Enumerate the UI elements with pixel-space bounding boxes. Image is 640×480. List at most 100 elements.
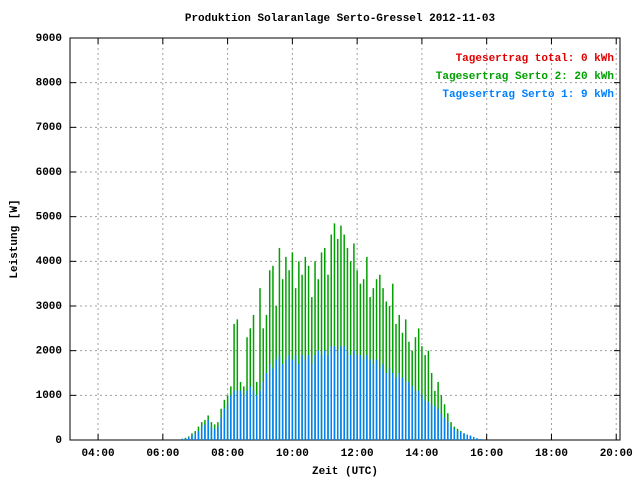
impulse-bar: [372, 364, 375, 440]
impulse-bar: [249, 328, 252, 440]
annotation: Tagesertrag total: 0 kWh: [456, 53, 614, 65]
y-tick-label: 7000: [36, 122, 62, 134]
impulse-bar: [246, 337, 248, 440]
impulse-bar: [298, 364, 300, 440]
impulse-bar: [184, 438, 187, 440]
x-tick-label: 18:00: [535, 448, 568, 460]
impulse-bar: [278, 247, 281, 440]
impulse-bar: [430, 404, 433, 440]
impulse-bar: [259, 390, 261, 440]
impulse-bar: [200, 426, 203, 440]
y-tick-label: 1000: [36, 390, 62, 402]
impulse-bar: [392, 283, 394, 440]
impulse-bar: [421, 346, 423, 440]
impulse-bar: [424, 399, 426, 440]
x-tick-label: 12:00: [341, 448, 374, 460]
impulse-bar: [314, 261, 316, 440]
impulse-bar: [366, 355, 368, 440]
plot-frame: [69, 37, 621, 441]
y-axis-label: Leistung [W]: [9, 199, 21, 278]
impulse-bar: [307, 355, 310, 440]
chart-title: Produktion Solaranlage Serto-Gressel 201…: [185, 13, 496, 25]
impulse-bar: [375, 359, 378, 440]
impulse-bar: [226, 404, 229, 440]
impulse-bar: [346, 247, 349, 440]
impulse-bar: [281, 279, 284, 440]
impulse-bar: [304, 256, 307, 440]
impulse-bar: [213, 428, 216, 440]
impulse-bar: [291, 252, 294, 440]
impulse-bar: [476, 438, 478, 440]
impulse-bar: [362, 359, 365, 440]
x-tick-label: 06:00: [146, 448, 179, 460]
impulse-bar: [324, 350, 326, 440]
impulse-bar: [421, 395, 423, 440]
impulse-bar: [353, 243, 355, 440]
impulse-bar: [304, 359, 307, 440]
impulse-bar: [246, 390, 248, 440]
impulse-bar: [330, 346, 332, 440]
impulse-bar: [349, 355, 352, 440]
impulse-bar: [366, 256, 368, 440]
impulse-bar: [346, 350, 349, 440]
impulse-bar: [217, 426, 219, 440]
impulse-bar: [324, 247, 326, 440]
impulse-bar: [265, 373, 268, 440]
impulse-bar: [320, 355, 323, 440]
impulse-bar: [327, 355, 329, 440]
impulse-bar: [414, 337, 417, 440]
y-tick-label: 3000: [36, 301, 62, 313]
y-tick-label: 2000: [36, 346, 62, 358]
impulse-bar: [404, 319, 407, 440]
impulse-bar: [252, 314, 255, 440]
impulse-bar: [408, 381, 410, 440]
impulse-bar: [207, 419, 209, 440]
impulse-bar: [181, 439, 184, 440]
impulse-bar: [379, 368, 381, 440]
y-tick-label: 0: [55, 435, 62, 447]
impulse-bar: [401, 377, 404, 440]
impulse-bar: [187, 437, 190, 440]
impulse-bar: [320, 252, 323, 440]
impulse-bar: [469, 435, 472, 440]
impulse-bar: [343, 346, 345, 440]
x-tick-label: 14:00: [405, 448, 438, 460]
impulse-bar: [236, 319, 239, 440]
impulse-bar: [382, 288, 384, 440]
impulse-bar: [298, 261, 300, 440]
impulse-bar: [314, 355, 316, 440]
impulse-bar: [369, 359, 371, 440]
impulse-bar: [417, 328, 420, 440]
impulse-bar: [262, 381, 264, 440]
impulse-bar: [281, 364, 284, 440]
impulse-bar: [330, 234, 332, 440]
impulse-bar: [427, 402, 430, 440]
impulse-bar: [398, 373, 400, 440]
impulse-bar: [447, 422, 449, 440]
y-tick-label: 8000: [36, 78, 62, 90]
impulse-bar: [268, 270, 271, 440]
impulse-bar: [379, 274, 381, 440]
impulse-bar: [285, 256, 287, 440]
impulse-bar: [404, 381, 407, 440]
impulse-bar: [472, 436, 475, 440]
impulse-bar: [275, 359, 277, 440]
impulse-bar: [333, 346, 336, 440]
impulse-bar: [197, 431, 200, 440]
impulse-bar: [353, 350, 355, 440]
x-tick-label: 16:00: [470, 448, 503, 460]
impulse-bar: [243, 395, 245, 440]
impulse-bar: [427, 350, 430, 440]
impulse-bar: [349, 261, 352, 440]
impulse-bar: [417, 390, 420, 440]
impulse-bar: [311, 364, 313, 440]
x-tick-label: 20:00: [600, 448, 633, 460]
impulse-bar: [256, 395, 258, 440]
impulse-bar: [210, 426, 213, 440]
impulse-bar: [252, 390, 255, 440]
impulse-bar: [359, 355, 362, 440]
impulse-bar: [204, 424, 206, 440]
impulse-bar: [395, 377, 397, 440]
impulse-bar: [385, 301, 388, 440]
